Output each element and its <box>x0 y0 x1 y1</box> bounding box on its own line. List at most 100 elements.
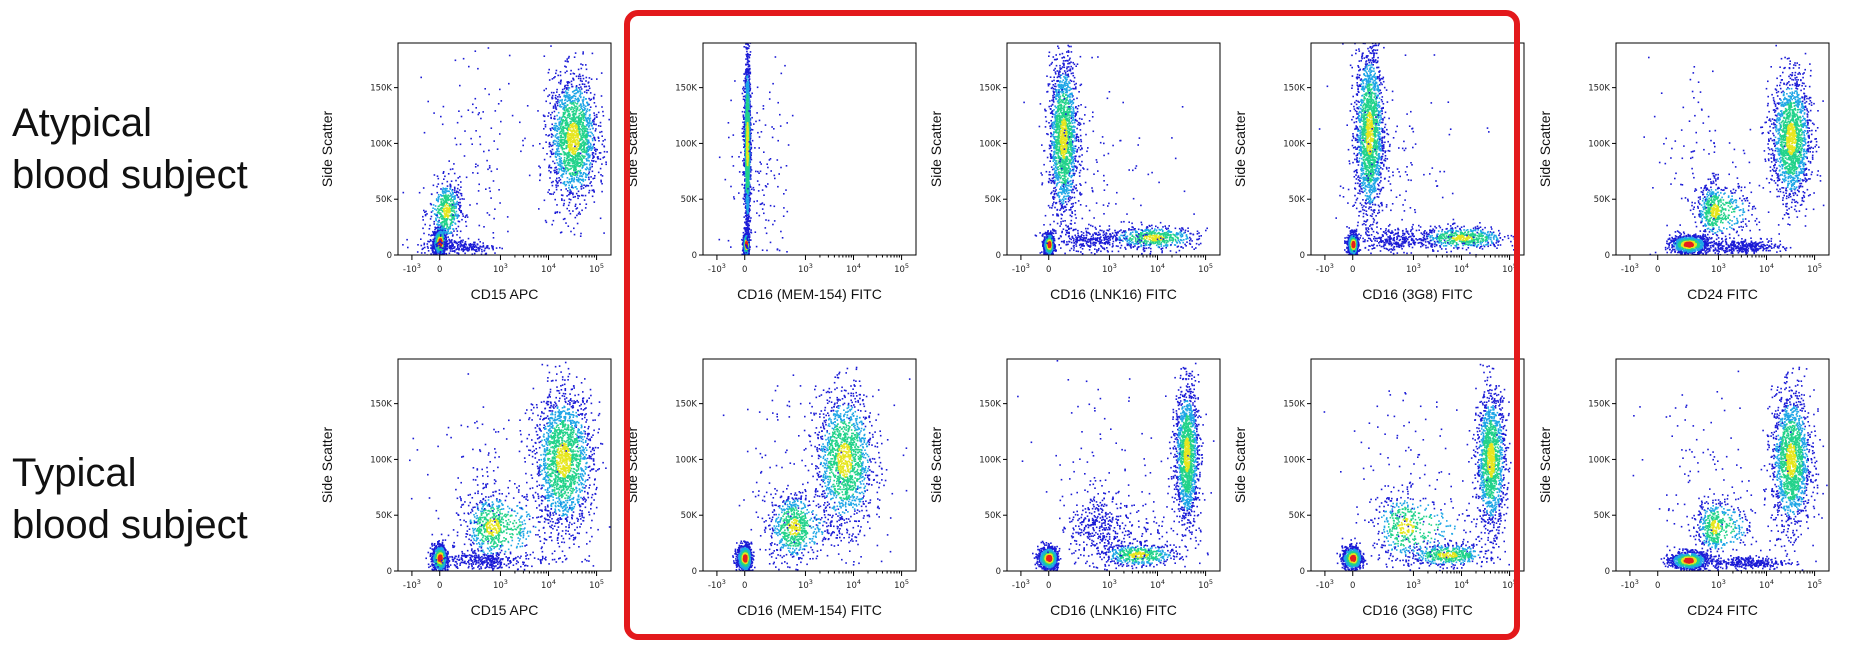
event-dot <box>454 214 457 217</box>
event-dot <box>566 123 569 126</box>
event-dot <box>548 164 551 167</box>
event-dot <box>445 207 448 209</box>
event-dot <box>477 164 479 167</box>
event-dot <box>584 107 586 110</box>
event-dot <box>568 162 571 164</box>
event-dot <box>580 163 582 166</box>
event-dot <box>567 145 570 147</box>
event-dot <box>569 102 572 104</box>
event-dot <box>548 112 550 114</box>
event-dot <box>586 108 589 110</box>
event-dot <box>579 112 582 115</box>
event-dot <box>528 174 531 177</box>
event-dot <box>576 152 579 155</box>
event-dot <box>578 115 581 117</box>
event-dot <box>481 250 483 253</box>
event-dot <box>550 167 553 169</box>
event-dot <box>437 210 440 213</box>
event-dot <box>749 94 752 97</box>
event-dot <box>590 144 592 146</box>
event-dot <box>564 164 567 167</box>
event-dot <box>595 128 597 130</box>
event-dot <box>551 153 553 156</box>
event-dot <box>591 121 593 124</box>
event-dot <box>562 144 565 146</box>
event-dot <box>568 164 570 167</box>
event-dot <box>585 203 588 205</box>
event-dot <box>553 143 555 145</box>
event-dot <box>437 226 439 229</box>
event-dot <box>567 99 570 102</box>
event-dot <box>440 115 442 118</box>
event-dot <box>443 247 445 249</box>
event-dot <box>744 233 747 235</box>
event-dot <box>435 243 437 246</box>
event-dot <box>555 69 558 72</box>
event-dot <box>560 117 563 119</box>
event-dot <box>549 177 551 179</box>
event-dot <box>572 79 575 81</box>
event-dot <box>746 224 748 227</box>
event-dot <box>574 120 576 123</box>
event-dot <box>444 222 446 224</box>
event-dot <box>579 146 581 148</box>
event-dot <box>454 197 456 199</box>
event-dot <box>453 195 456 198</box>
event-dot <box>743 198 745 201</box>
event-dot <box>742 239 744 242</box>
event-dot <box>599 125 602 127</box>
event-dot <box>568 125 570 127</box>
event-dot <box>440 188 442 190</box>
event-dot <box>444 216 446 218</box>
event-dot <box>563 151 565 154</box>
event-dot <box>571 162 574 165</box>
event-dot <box>749 51 752 53</box>
event-dot <box>566 88 568 90</box>
x-tick-label: 0 <box>437 265 442 275</box>
event-dot <box>432 250 434 252</box>
event-dot <box>586 128 589 131</box>
event-dot <box>570 83 573 86</box>
event-dot <box>577 194 579 197</box>
event-dot <box>570 80 573 83</box>
event-dot <box>446 231 448 233</box>
event-dot <box>582 123 584 126</box>
event-dot <box>435 217 437 220</box>
event-dot <box>579 181 581 184</box>
event-dot <box>557 154 559 157</box>
event-dot <box>749 96 751 98</box>
event-dot <box>746 226 749 228</box>
event-dot <box>560 136 562 139</box>
event-dot <box>571 125 573 128</box>
event-dot <box>571 136 573 138</box>
event-dot <box>553 127 556 130</box>
event-dot <box>583 126 585 128</box>
event-dot <box>603 232 605 234</box>
event-dot <box>593 121 595 123</box>
event-dot <box>551 111 553 114</box>
event-dot <box>555 180 558 183</box>
event-dot <box>578 138 581 140</box>
event-dot <box>559 153 562 155</box>
event-dot <box>545 221 548 224</box>
event-dot <box>565 222 567 224</box>
event-dot <box>573 156 575 159</box>
event-dot <box>445 209 447 212</box>
event-dot <box>744 82 747 84</box>
event-dot <box>572 158 574 161</box>
event-dot <box>545 100 547 103</box>
event-dot <box>583 134 586 137</box>
event-dot <box>580 145 582 147</box>
event-dot <box>748 224 750 227</box>
event-dot <box>574 195 576 198</box>
event-dot <box>456 187 459 190</box>
event-dot <box>571 144 573 147</box>
event-dot <box>462 248 464 251</box>
event-dot <box>571 172 574 174</box>
event-dot <box>476 202 478 205</box>
event-dot <box>572 126 574 129</box>
event-dot <box>554 143 556 145</box>
event-dot <box>564 132 566 134</box>
event-dot <box>568 55 570 58</box>
event-dot <box>583 135 585 137</box>
